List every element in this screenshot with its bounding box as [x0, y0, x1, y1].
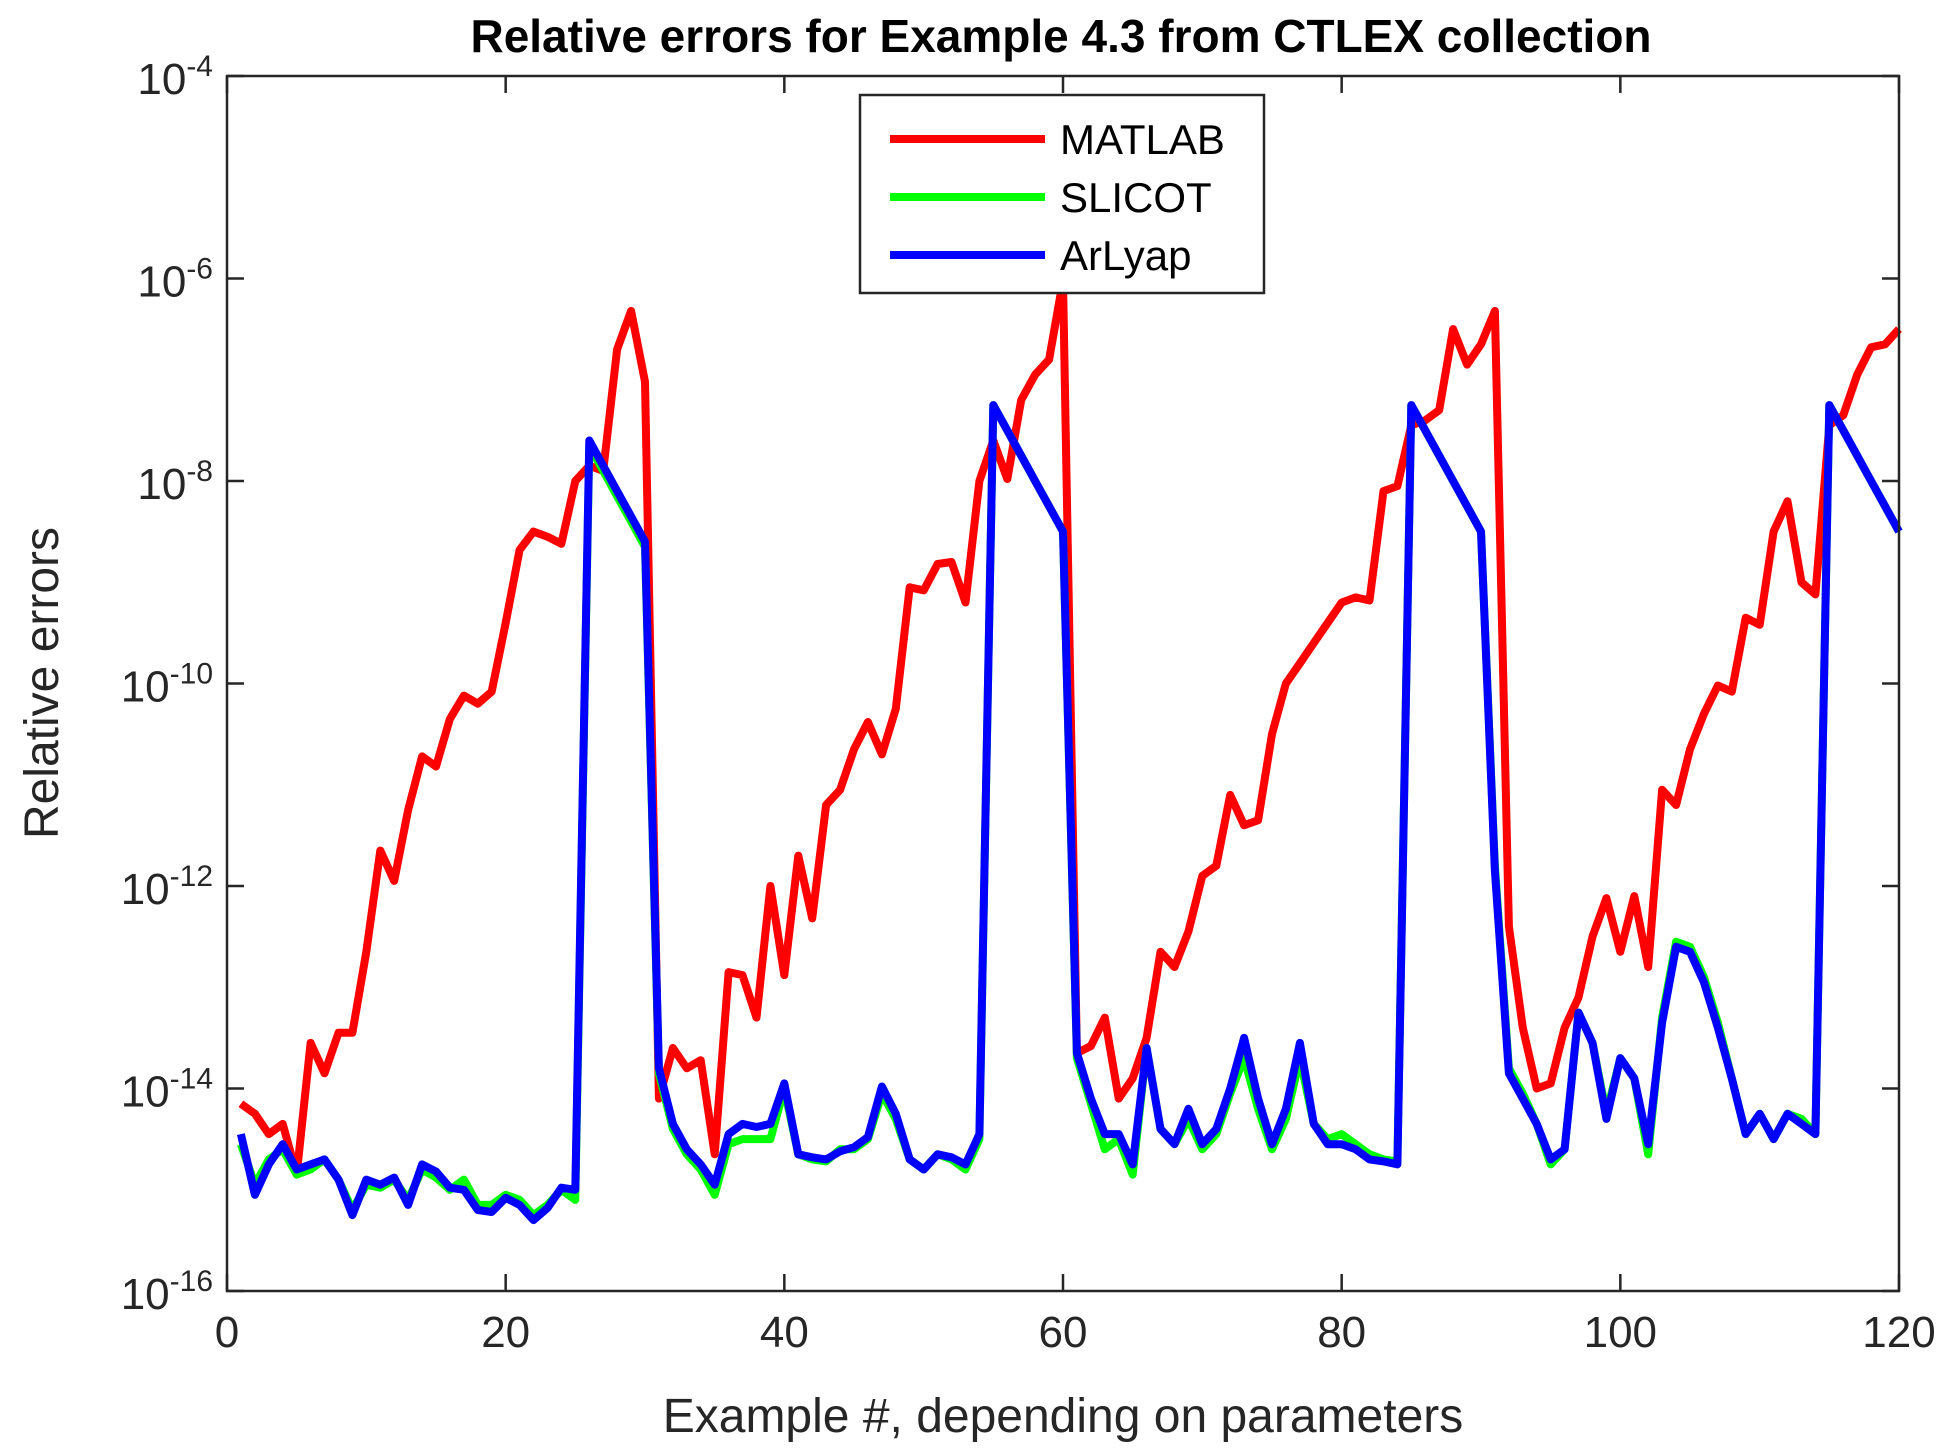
series-line-arlyap	[237, 401, 1903, 1225]
y-tick-label: 10-8	[137, 455, 213, 509]
y-axis-label: Relative errors	[16, 527, 69, 839]
series-layer	[237, 276, 1903, 1225]
y-tick-label: 10-4	[137, 50, 213, 104]
x-tick-label: 40	[760, 1308, 809, 1357]
chart-title: Relative errors for Example 4.3 from CTL…	[470, 10, 1651, 62]
y-axis-ticks: 10-16 10-14 10-12 10-10 10-8 10-6 10-4	[121, 50, 1899, 1319]
x-tick-label: 60	[1039, 1308, 1088, 1357]
x-tick-label: 120	[1862, 1308, 1935, 1357]
legend: MATLAB SLICOT ArLyap	[858, 93, 1266, 295]
y-tick-label: 10-16	[121, 1265, 213, 1319]
y-tick-label: 10-14	[121, 1063, 213, 1117]
legend-label-arlyap: ArLyap	[1060, 232, 1192, 279]
x-tick-label: 100	[1584, 1308, 1657, 1357]
legend-label-slicot: SLICOT	[1060, 174, 1212, 221]
x-axis-ticks: 0 20 40 60 80 100 120	[215, 76, 1936, 1357]
legend-label-matlab: MATLAB	[1060, 116, 1225, 163]
x-tick-label: 80	[1317, 1308, 1366, 1357]
y-tick-label: 10-10	[121, 658, 213, 712]
x-tick-label: 0	[215, 1308, 239, 1357]
x-tick-label: 20	[481, 1308, 530, 1357]
x-axis-label: Example #, depending on parameters	[663, 1390, 1464, 1443]
y-tick-label: 10-6	[137, 253, 213, 307]
y-tick-label: 10-12	[121, 860, 213, 914]
